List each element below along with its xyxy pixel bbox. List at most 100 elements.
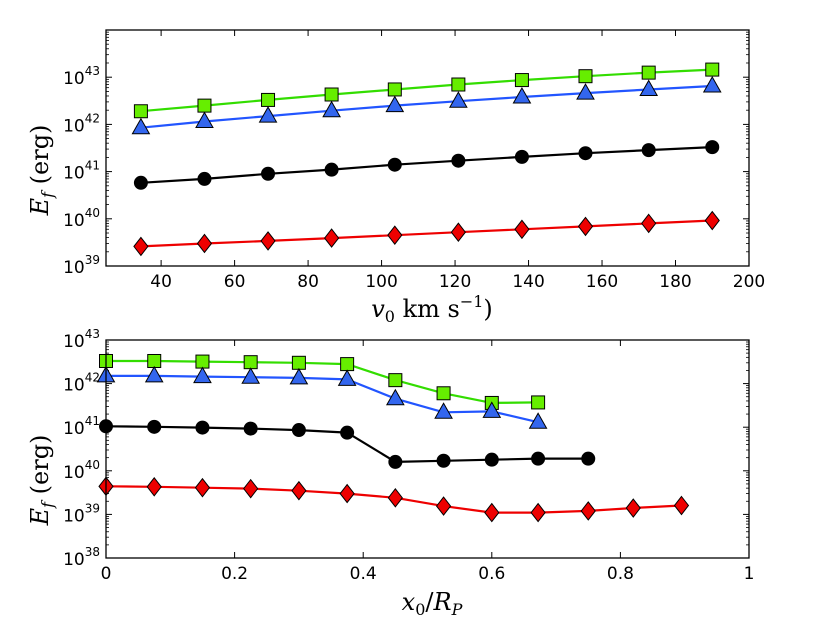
green-squares-marker <box>387 82 402 97</box>
red-diamonds-marker <box>625 498 641 518</box>
x-tick-label: 120 <box>439 272 471 292</box>
green-squares-marker <box>243 355 258 370</box>
black-circles-marker <box>484 452 499 467</box>
x-tick-label: 60 <box>224 272 246 292</box>
black-circles-marker <box>514 149 529 164</box>
y-tick-label: 1039 <box>63 501 100 526</box>
x-tick-label: 200 <box>733 272 765 292</box>
black-circles-marker <box>451 153 466 168</box>
x-tick-label: 40 <box>150 272 172 292</box>
blue-triangles-marker <box>289 367 309 385</box>
green-squares-marker <box>641 65 656 80</box>
red-diamonds-marker <box>484 502 500 523</box>
black-circles-marker <box>388 454 403 469</box>
green-squares-marker <box>531 395 546 410</box>
red-diamonds-marker <box>530 502 546 523</box>
x-tick-label: 160 <box>586 272 618 292</box>
x-tick-label: 0.6 <box>478 564 505 584</box>
green-squares-marker <box>514 73 529 88</box>
blue-triangles-marker <box>482 401 502 418</box>
blue-triangles-marker <box>241 367 261 384</box>
green-squares-marker <box>436 386 451 401</box>
green-squares-marker <box>705 62 720 77</box>
blue-triangles-marker <box>434 402 453 419</box>
y-tick-label: 1039 <box>63 253 100 278</box>
green-squares-marker <box>388 373 403 388</box>
blue-triangles-marker <box>385 388 405 406</box>
green-squares-marker <box>197 98 212 113</box>
bottom-x-axis-label: x0/RP <box>402 588 463 619</box>
green-squares-marker <box>133 104 148 119</box>
top-series <box>131 62 722 257</box>
blue-triangles-marker <box>639 79 659 96</box>
black-circles-marker <box>705 140 720 155</box>
blue-triangles-marker <box>337 369 357 386</box>
black-circles-marker <box>133 175 148 190</box>
x-tick-label: 0.2 <box>221 564 248 584</box>
bottom-panel: 0 0.2 0.4 0.6 0.8 1 1038 1039 1040 1041 1042 1043 E… <box>26 327 754 619</box>
red-diamonds-marker <box>243 478 259 499</box>
y-tick-label: 1041 <box>63 159 100 184</box>
bottom-tick-labels: 0 0.2 0.4 0.6 0.8 1 1038 1039 1040 1041 1042 1043 <box>63 327 754 584</box>
top-x-axis-label: v0 km s−1) <box>371 292 493 326</box>
black-circles-marker <box>147 419 162 434</box>
blue-triangles-marker <box>385 95 405 113</box>
x-tick-label: 100 <box>365 272 397 292</box>
blue-triangles-marker <box>512 87 532 104</box>
blue-triangles-line <box>140 84 713 129</box>
green-squares-line <box>140 68 713 113</box>
blue-triangles-marker <box>449 91 468 108</box>
black-circles-marker <box>197 171 212 186</box>
blue-triangles-marker <box>258 106 278 123</box>
top-tick-labels: 40 60 80 100 120 140 160 180 200 1039 1040 1041 1042… <box>63 64 765 292</box>
y-tick-label: 1041 <box>63 414 100 439</box>
red-diamonds-marker <box>580 501 596 521</box>
green-squares-marker <box>261 92 276 107</box>
red-diamonds-marker <box>577 216 594 237</box>
blue-triangles-marker <box>144 365 164 383</box>
red-diamonds-marker <box>641 213 657 234</box>
green-squares-line <box>106 359 539 405</box>
blue-triangles-marker <box>528 412 548 429</box>
red-diamonds-marker <box>196 233 213 254</box>
bottom-plot-frame <box>105 339 750 559</box>
black-circles-marker <box>324 162 339 177</box>
y-tick-label: 1040 <box>63 206 100 231</box>
red-diamonds-line <box>140 219 713 248</box>
green-squares-marker <box>451 77 466 92</box>
x-tick-label: 1 <box>744 564 755 584</box>
black-circles-marker <box>436 453 451 468</box>
red-diamonds-marker <box>260 231 276 251</box>
green-squares-marker <box>195 354 210 369</box>
x-tick-label: 0.4 <box>350 564 377 584</box>
red-diamonds-marker <box>323 228 340 248</box>
top-y-axis-label: Ef (erg) <box>26 125 57 217</box>
green-squares-marker <box>324 87 339 102</box>
blue-triangles-marker <box>193 366 212 384</box>
red-diamonds-marker <box>387 225 403 245</box>
red-diamonds-marker <box>435 496 452 516</box>
x-tick-label: 0 <box>101 564 112 584</box>
black-circles-marker <box>578 146 593 161</box>
black-circles-line <box>140 146 713 184</box>
red-diamonds-marker <box>387 488 403 508</box>
black-circles-marker <box>243 421 258 436</box>
green-squares-marker <box>147 353 162 368</box>
bottom-series <box>96 353 690 523</box>
green-squares-marker <box>291 355 306 370</box>
black-circles-marker <box>340 425 355 440</box>
y-tick-label: 1038 <box>63 545 100 570</box>
red-diamonds-marker <box>673 495 690 516</box>
green-squares-marker <box>578 69 593 84</box>
red-diamonds-marker <box>450 222 466 243</box>
black-circles-marker <box>531 451 546 466</box>
y-tick-label: 1042 <box>63 371 100 396</box>
x-tick-label: 80 <box>297 272 319 292</box>
x-tick-label: 0.8 <box>607 564 634 584</box>
black-circles-marker <box>387 157 402 172</box>
blue-triangles-line <box>106 374 539 424</box>
y-tick-label: 1040 <box>63 458 100 483</box>
black-circles-marker <box>195 420 210 435</box>
red-diamonds-marker <box>514 219 530 240</box>
